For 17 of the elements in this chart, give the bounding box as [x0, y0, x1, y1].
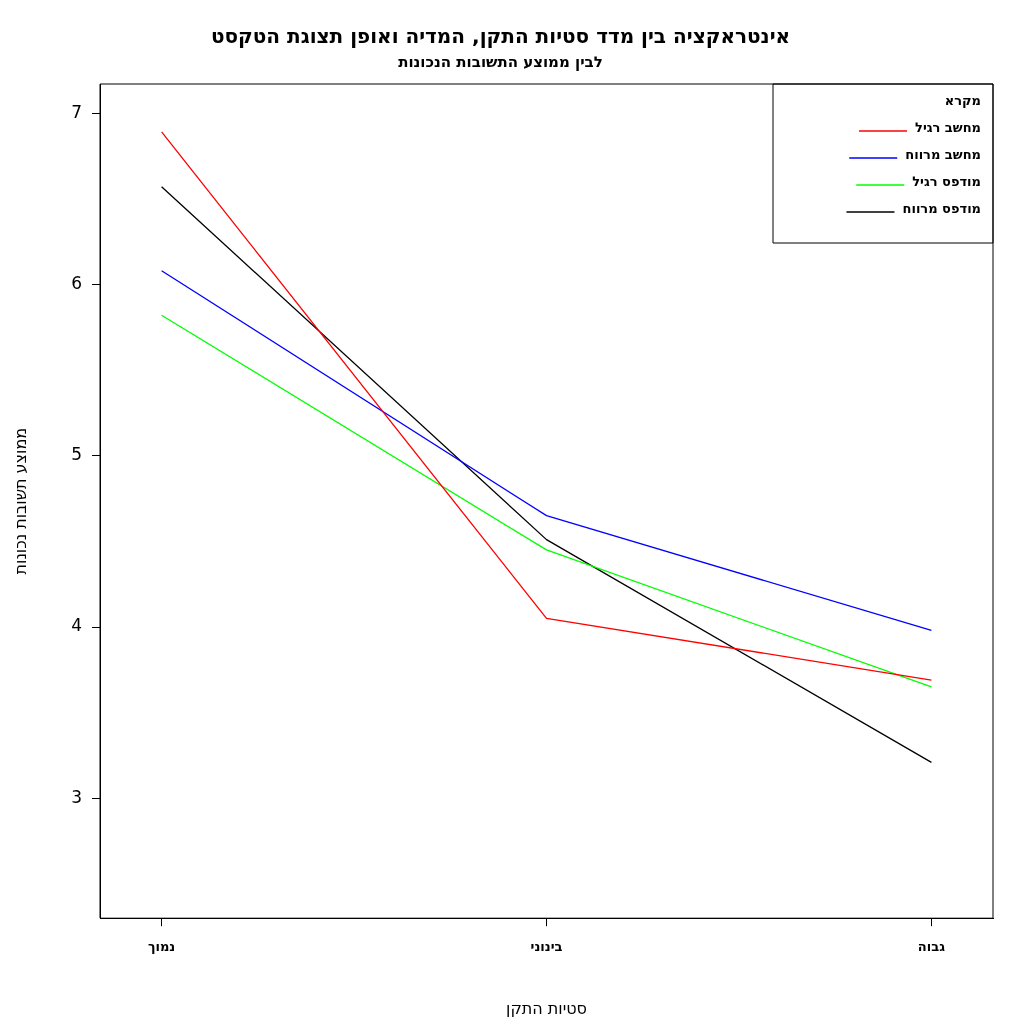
legend-label: מחשב רגיל	[915, 120, 981, 136]
x-axis-title: סטיות התקן	[506, 998, 587, 1018]
y-tick-label: 5	[71, 444, 83, 465]
x-tick-label: גבוה	[917, 939, 946, 955]
y-tick-label: 3	[71, 786, 83, 807]
y-tick-label: 4	[71, 615, 83, 636]
legend-label: מחשב מרווח	[905, 147, 981, 163]
legend-label: מודפס רגיל	[912, 174, 981, 190]
x-tick-label: נמוך	[147, 939, 176, 955]
chart-title: אינטראקציה בין מדד סטיות התקן, המדיה ואופן תצוגת הטקסט	[210, 24, 791, 49]
y-axis-title: ממוצע תשובות נכונות	[10, 427, 30, 575]
legend-title: מקרא	[944, 93, 981, 109]
y-tick-label: 7	[71, 101, 83, 122]
legend-label: מודפס מרווח	[902, 201, 981, 217]
chart-subtitle: לבין ממוצע התשובות הנכונות	[398, 52, 603, 71]
y-tick-label: 6	[71, 272, 83, 293]
x-tick-label: בינוני	[530, 939, 563, 955]
